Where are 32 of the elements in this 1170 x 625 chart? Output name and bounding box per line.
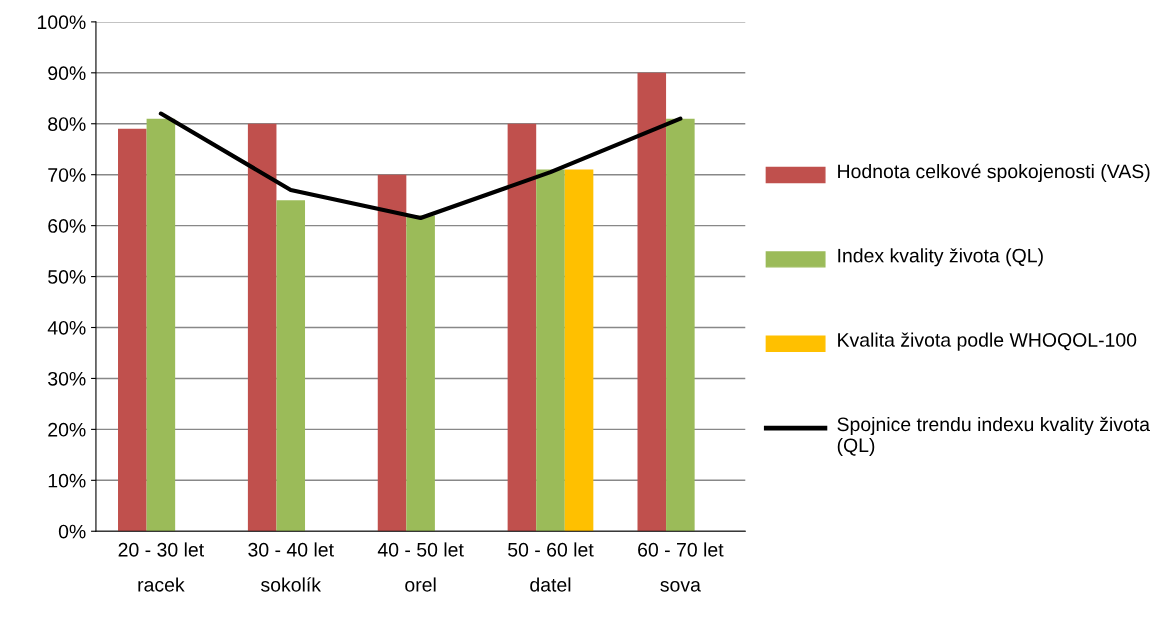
y-tick-label: 10%: [48, 473, 86, 488]
y-tick-label: 100%: [37, 15, 86, 30]
legend-label: Hodnota celkové spokojenosti (VAS): [838, 163, 1150, 183]
x-tick-label: 20 - 30 let racek: [118, 542, 204, 592]
bar: [276, 200, 306, 532]
y-tick-label: 70%: [48, 168, 86, 182]
y-tick-label: 60%: [48, 219, 86, 233]
x-tick-label: 30 - 40 let sokolík: [248, 542, 334, 592]
y-tick-label: 90%: [48, 66, 86, 81]
bar: [564, 169, 594, 532]
y-tick-label: 30%: [48, 371, 86, 386]
x-tick-label: 50 - 60 let datel: [508, 542, 594, 592]
y-tick-label: 0%: [58, 524, 86, 539]
bar: [146, 118, 176, 532]
bar: [406, 215, 435, 532]
category-label: 60 - 70 let sova: [638, 542, 724, 592]
bar: [666, 118, 695, 532]
bar: [637, 72, 667, 532]
bar: [377, 174, 407, 532]
y-tick-label: 50%: [48, 270, 86, 284]
legend-label: Kvalita života podle WHOQOL-100: [838, 332, 1137, 351]
line-series: [158, 111, 683, 221]
bar: [118, 128, 147, 532]
y-tick-label: 20%: [48, 422, 86, 437]
bar: [247, 123, 277, 532]
bar: [507, 123, 537, 532]
legend-label: Index kvality života (QL): [838, 248, 1043, 267]
y-tick-label: 80%: [48, 117, 86, 131]
y-tick-label: 40%: [47, 320, 86, 335]
x-tick-label: 40 - 50 let orel: [377, 542, 464, 592]
bar: [536, 169, 565, 532]
legend-label: Spojnice trendu indexu kvality života (QL): [837, 416, 1150, 456]
